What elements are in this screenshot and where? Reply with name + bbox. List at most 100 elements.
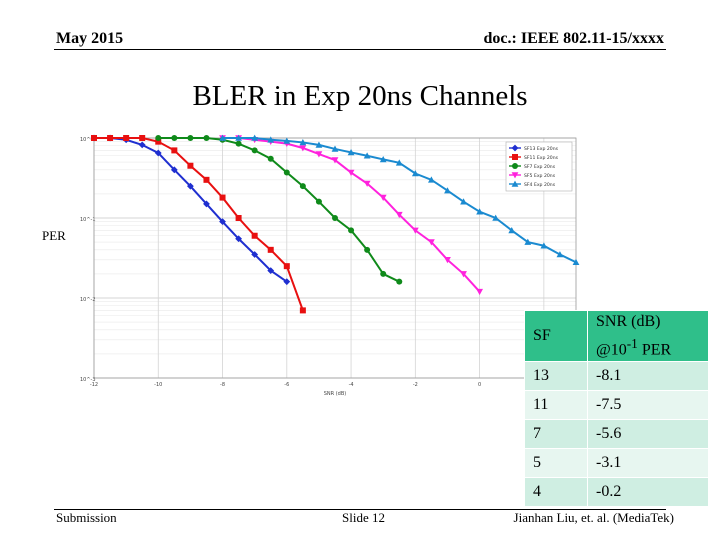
data-point xyxy=(187,162,194,169)
data-point xyxy=(347,169,355,176)
plot-frame xyxy=(93,137,577,379)
snr-cell: -7.5 xyxy=(587,390,709,421)
y-tick-label: 10^-3 xyxy=(80,377,96,383)
data-point xyxy=(123,135,130,141)
legend-marker xyxy=(512,163,518,169)
data-point xyxy=(251,232,258,239)
table-row: 13 -8.1 xyxy=(524,361,709,392)
footer-authors: Jianhan Liu, et. al. (MediaTek) xyxy=(513,510,674,525)
data-point xyxy=(508,226,516,234)
snr-header-per: PER xyxy=(641,341,672,359)
snr-cell: -5.6 xyxy=(587,419,709,450)
sf-cell: 7 xyxy=(524,419,588,450)
data-point xyxy=(572,258,580,266)
data-point xyxy=(203,176,210,183)
data-point xyxy=(428,239,435,246)
table-row: 11 -7.5 xyxy=(524,390,709,421)
data-point xyxy=(299,307,306,314)
data-point xyxy=(348,227,355,234)
data-point xyxy=(203,135,210,141)
data-point xyxy=(315,141,323,148)
data-point xyxy=(332,215,338,221)
data-point xyxy=(556,251,564,258)
header-date: May 2015 xyxy=(56,30,124,47)
data-point xyxy=(396,278,403,285)
data-point xyxy=(299,139,307,146)
data-point xyxy=(251,147,258,154)
data-point xyxy=(235,215,242,221)
data-point xyxy=(411,170,419,177)
y-tick-label: 10^0 xyxy=(80,137,94,143)
data-point xyxy=(235,134,242,141)
table-row: 7 -5.6 xyxy=(524,419,709,450)
data-point xyxy=(428,176,435,183)
series-sf4-exp-20ns xyxy=(219,134,580,266)
y-tick-label: 10^-1 xyxy=(80,217,96,223)
series-sf11-exp-20ns xyxy=(91,135,306,314)
legend-label: SF4 Exp 20ns xyxy=(524,182,556,188)
chart-background xyxy=(78,128,580,400)
data-point xyxy=(299,183,306,190)
data-point xyxy=(363,152,371,159)
legend-label: SF11 Exp 20ns xyxy=(524,155,559,161)
data-point xyxy=(347,149,355,156)
data-point xyxy=(283,137,291,144)
data-point xyxy=(203,200,210,208)
x-tick-label: -10 xyxy=(154,382,162,388)
data-point xyxy=(283,278,291,286)
chart-series xyxy=(90,134,580,314)
data-point xyxy=(315,198,322,205)
x-tick-label: -4 xyxy=(349,382,354,388)
x-tick-label: -6 xyxy=(284,382,289,388)
x-axis-label: SNR (dB) xyxy=(324,391,347,397)
data-point xyxy=(171,147,178,154)
legend-marker xyxy=(511,180,519,187)
header-divider xyxy=(54,49,666,50)
data-point xyxy=(171,135,178,141)
snr-header-exponent: -1 xyxy=(626,336,638,351)
data-point xyxy=(283,169,290,176)
data-point xyxy=(235,235,242,243)
data-point xyxy=(492,214,500,221)
footer-divider xyxy=(54,509,666,510)
data-point xyxy=(251,134,259,141)
data-point xyxy=(411,227,419,234)
series-sf7-exp-20ns xyxy=(155,135,403,285)
legend-marker xyxy=(511,172,519,179)
snr-cell: -3.1 xyxy=(587,448,709,479)
sf-cell: 11 xyxy=(524,390,588,421)
legend-label: SF13 Exp 20ns xyxy=(524,146,559,152)
data-point xyxy=(395,211,403,219)
table-row: 4 -0.2 xyxy=(524,477,709,508)
data-point xyxy=(187,182,194,190)
chart-legend: SF13 Exp 20ns SF11 Exp 20ns SF7 Exp 20ns SF… xyxy=(505,141,573,192)
data-point xyxy=(476,208,483,215)
data-point xyxy=(187,135,194,141)
data-point xyxy=(395,159,403,166)
x-tick-label: -8 xyxy=(220,382,225,388)
legend-label: SF7 Exp 20ns xyxy=(524,164,556,170)
snr-cell: -0.2 xyxy=(587,477,709,508)
data-point xyxy=(476,288,483,296)
snr-column-header: SNR (dB) @10-1 PER xyxy=(587,309,709,363)
data-point xyxy=(379,194,387,201)
x-tick-label: -2 xyxy=(413,382,418,388)
footer-submission: Submission xyxy=(56,510,117,525)
snr-cell: -8.1 xyxy=(587,361,709,392)
data-point xyxy=(540,242,548,249)
sf-column-header: SF xyxy=(524,309,588,363)
data-point xyxy=(444,187,451,194)
snr-header-at: @10 xyxy=(596,341,627,359)
sf-cell: 13 xyxy=(524,361,588,392)
sf-cell: 5 xyxy=(524,448,588,479)
data-point xyxy=(235,140,242,147)
data-point xyxy=(460,271,467,278)
data-point xyxy=(155,135,162,141)
header-doc-id: doc.: IEEE 802.11-15/xxxx xyxy=(483,30,664,47)
data-point xyxy=(331,145,339,152)
data-point xyxy=(524,238,532,245)
per-label: PER xyxy=(42,228,66,243)
data-point xyxy=(363,180,371,187)
sf-snr-table: SF SNR (dB) @10-1 PER 13 -8.1 11 -7.5 7 … xyxy=(524,309,709,508)
data-point xyxy=(315,151,323,158)
